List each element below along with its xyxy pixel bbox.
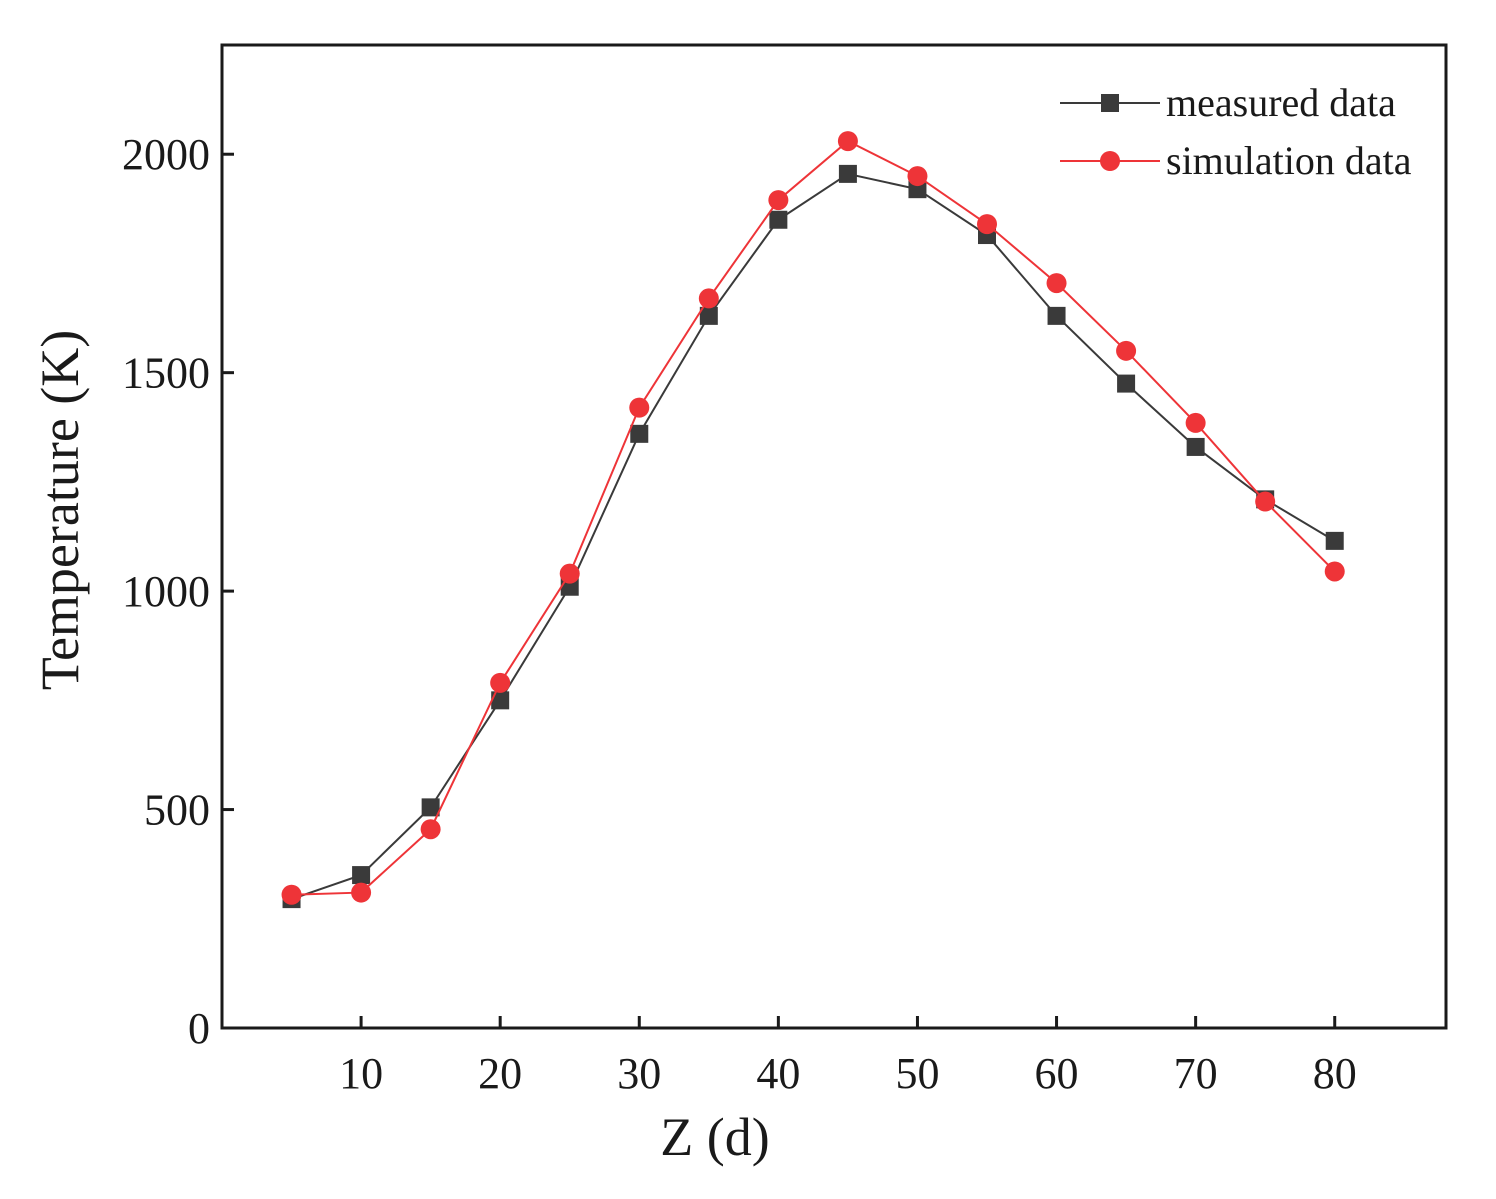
data-point [351,882,372,903]
x-tick-label: 50 [895,1049,939,1098]
legend: measured data simulation data [1060,80,1412,183]
series-simulation-data [281,131,1345,905]
y-tick-label: 2000 [122,130,210,179]
data-point [1324,561,1345,582]
y-tick-label: 0 [188,1004,210,1053]
data-point [907,166,928,187]
series-measured-data [282,164,1344,909]
y-tick-label: 500 [144,786,210,835]
legend-marker [1100,151,1120,171]
data-point [977,214,997,235]
x-tick-label: 20 [478,1049,522,1098]
x-tick-label: 80 [1313,1049,1357,1098]
data-point [281,884,302,905]
legend-label: simulation data [1166,138,1412,183]
data-point [1186,437,1205,456]
data-point [1255,491,1276,512]
data-point [420,819,441,840]
x-axis-title: Z (d) [660,1107,769,1167]
x-tick-label: 30 [617,1049,661,1098]
data-point [1046,273,1067,294]
legend-label: measured data [1166,80,1396,125]
y-axis-title: Temperature (K) [30,330,90,691]
x-tick-label: 40 [756,1049,800,1098]
x-tick-label: 70 [1174,1049,1218,1098]
y-axis: 0 500 1000 1500 2000 [122,130,234,1053]
legend-marker [1101,94,1119,112]
y-tick-label: 1000 [122,567,210,616]
series-line [291,139,1336,896]
data-point [490,672,511,693]
data-point [629,397,650,418]
data-point [769,210,788,229]
data-point [837,131,858,152]
x-tick-label: 60 [1035,1049,1079,1098]
data-point [1185,412,1206,433]
data-point [1047,306,1066,325]
data-point [1116,340,1137,361]
x-axis: 10 20 30 40 50 60 70 80 [339,1016,1357,1098]
data-point [1325,531,1344,550]
x-tick-label: 10 [339,1049,383,1098]
data-point [491,691,510,710]
data-point [699,306,718,325]
data-point [698,288,719,309]
series-layer [281,131,1345,909]
data-point [1117,374,1136,393]
y-tick-label: 1500 [122,349,210,398]
data-point [421,798,440,817]
plot-frame [220,43,1448,1030]
data-point [838,164,857,183]
data-point [352,866,371,885]
data-point [559,563,580,584]
data-point [768,190,789,211]
data-point [630,424,649,443]
